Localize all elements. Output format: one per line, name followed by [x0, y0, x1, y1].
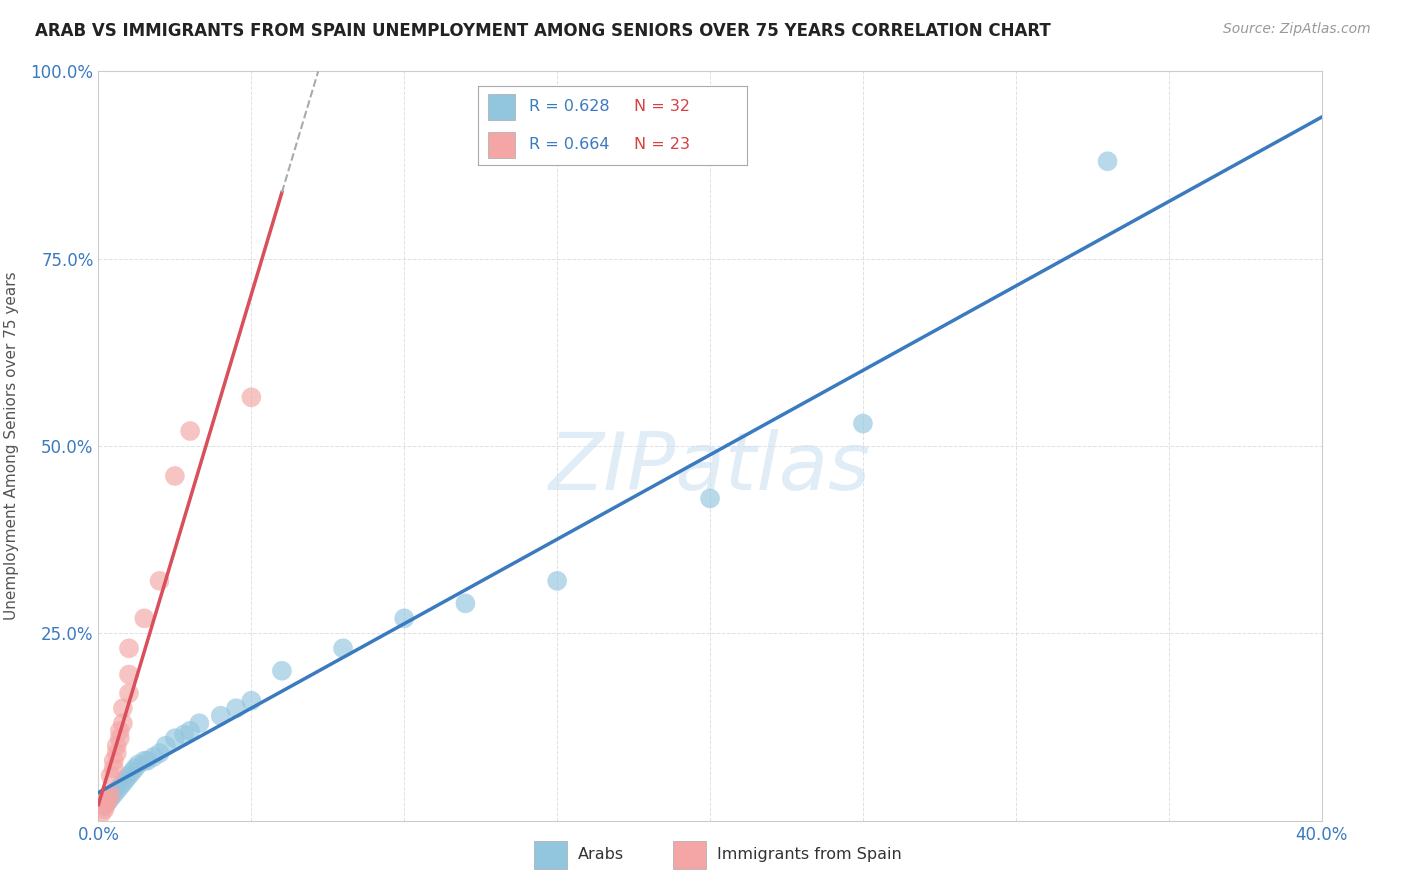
Point — [93, 798, 115, 813]
Point — [108, 723, 131, 738]
Point — [111, 716, 134, 731]
Point — [118, 769, 141, 783]
Point — [173, 727, 195, 741]
Point — [134, 611, 156, 625]
Point — [136, 754, 159, 768]
Point — [188, 716, 211, 731]
Point — [392, 611, 416, 625]
Point — [118, 667, 141, 681]
Point — [454, 596, 477, 610]
Point — [108, 780, 131, 794]
Point — [93, 802, 115, 816]
Point — [155, 739, 177, 753]
Point — [97, 795, 120, 809]
Point — [240, 694, 263, 708]
Point — [97, 791, 120, 805]
Point — [103, 761, 125, 775]
Point — [179, 723, 201, 738]
Point — [108, 731, 131, 746]
Point — [225, 701, 247, 715]
Point — [90, 806, 112, 821]
Point — [103, 754, 125, 768]
Point — [149, 746, 172, 760]
Text: ZIPatlas: ZIPatlas — [548, 429, 872, 508]
Point — [149, 574, 172, 588]
Point — [127, 757, 149, 772]
Point — [100, 788, 122, 802]
Point — [105, 783, 128, 797]
Point — [115, 772, 138, 787]
Point — [100, 769, 122, 783]
Point — [699, 491, 721, 506]
Point — [240, 390, 263, 404]
Point — [93, 798, 115, 813]
Point — [118, 641, 141, 656]
Point — [546, 574, 568, 588]
Point — [179, 424, 201, 438]
Point — [163, 469, 186, 483]
Point — [121, 764, 143, 779]
Point — [209, 708, 232, 723]
Point — [134, 754, 156, 768]
Point — [105, 746, 128, 760]
Point — [97, 795, 120, 809]
Point — [1097, 154, 1119, 169]
Point — [103, 788, 125, 802]
Y-axis label: Unemployment Among Seniors over 75 years: Unemployment Among Seniors over 75 years — [4, 272, 20, 620]
Text: ARAB VS IMMIGRANTS FROM SPAIN UNEMPLOYMENT AMONG SENIORS OVER 75 YEARS CORRELATI: ARAB VS IMMIGRANTS FROM SPAIN UNEMPLOYME… — [35, 22, 1050, 40]
Point — [270, 664, 292, 678]
Point — [100, 791, 122, 805]
Point — [105, 739, 128, 753]
Point — [111, 701, 134, 715]
Point — [118, 686, 141, 700]
Point — [332, 641, 354, 656]
Text: Source: ZipAtlas.com: Source: ZipAtlas.com — [1223, 22, 1371, 37]
Point — [163, 731, 186, 746]
Point — [124, 761, 146, 775]
Point — [852, 417, 875, 431]
Point — [142, 750, 165, 764]
Point — [111, 776, 134, 790]
